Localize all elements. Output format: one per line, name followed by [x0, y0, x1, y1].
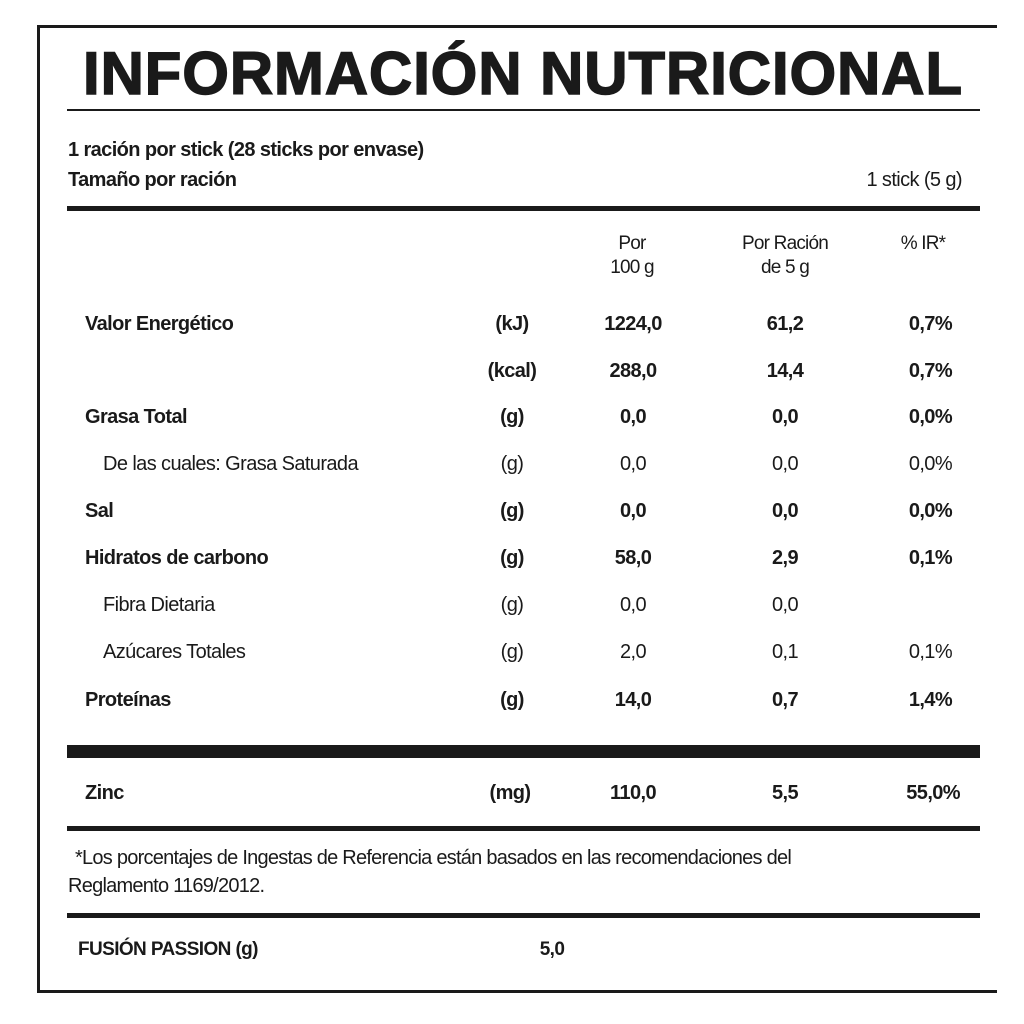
- ingredient-label: FUSIÓN PASSION (g): [78, 939, 259, 960]
- header-divider: [67, 206, 980, 211]
- label-border-bottom: [37, 990, 997, 993]
- zinc-label: Zinc: [85, 782, 124, 804]
- column-header-per100-line1: Por: [618, 233, 646, 254]
- nutrient-ir: 0,0%: [908, 500, 953, 522]
- column-header-ir: % IR*: [900, 233, 946, 254]
- nutrient-per100: 2,0: [619, 641, 647, 663]
- nutrient-unit: (g): [500, 500, 524, 522]
- nutrient-per-serving: 0,0: [771, 406, 799, 428]
- nutrient-label: Sal: [85, 500, 114, 522]
- column-header-per100: Por 100 g: [610, 232, 654, 280]
- nutrient-per-serving: 0,1: [771, 641, 799, 663]
- column-header-per100-line2: 100 g: [610, 257, 654, 278]
- nutrient-label: Proteínas: [85, 689, 171, 711]
- nutrient-unit: (g): [500, 594, 524, 616]
- zinc-unit: (mg): [489, 782, 532, 804]
- zinc-ir: 55,0%: [906, 782, 960, 804]
- nutrient-per100: 1224,0: [604, 313, 662, 335]
- nutrient-per100: 0,0: [619, 594, 647, 616]
- nutrient-ir: 0,1%: [908, 641, 953, 663]
- zinc-per100: 110,0: [610, 782, 657, 804]
- nutrient-ir: 0,7%: [908, 360, 953, 382]
- nutrient-per100: 288,0: [609, 360, 657, 382]
- nutrient-ir: 0,0%: [908, 453, 953, 475]
- serving-size-value: 1 stick (5 g): [866, 169, 962, 191]
- nutrient-per-serving: 0,0: [771, 594, 799, 616]
- nutrient-ir: 0,1%: [908, 547, 953, 569]
- nutrient-label: Fibra Dietaria: [103, 594, 215, 616]
- column-header-per-serving-line2: de 5 g: [760, 257, 810, 278]
- serving-size-label: Tamaño por ración: [68, 169, 237, 191]
- nutrient-unit: (kcal): [487, 360, 537, 382]
- nutrient-per-serving: 0,0: [771, 500, 799, 522]
- footnote-line1: *Los porcentajes de Ingestas de Referenc…: [75, 847, 792, 869]
- nutrient-per100: 0,0: [619, 406, 647, 428]
- nutrient-unit: (kJ): [495, 313, 529, 335]
- nutrient-per-serving: 0,0: [771, 453, 799, 475]
- title-divider: [67, 109, 980, 111]
- servings-per-container: 1 ración por stick (28 sticks por envase…: [68, 139, 424, 161]
- label-border-left: [37, 25, 40, 993]
- ingredient-value: 5,0: [539, 939, 565, 960]
- nutrient-label: Azúcares Totales: [103, 641, 246, 663]
- nutrient-ir: 1,4%: [908, 689, 953, 711]
- nutrient-per100: 0,0: [619, 453, 647, 475]
- label-title: INFORMACIÓN NUTRICIONAL: [82, 40, 963, 107]
- nutrient-unit: (g): [500, 689, 524, 711]
- nutrient-per100: 14,0: [614, 689, 652, 711]
- nutrient-per-serving: 14,4: [766, 360, 804, 382]
- nutrient-per100: 0,0: [619, 500, 647, 522]
- thick-divider: [67, 745, 980, 758]
- nutrient-per-serving: 0,7: [771, 689, 799, 711]
- nutrient-per100: 58,0: [614, 547, 652, 569]
- footnote-divider: [67, 913, 980, 918]
- nutrient-label: Grasa Total: [85, 406, 188, 428]
- column-header-per-serving: Por Ración de 5 g: [742, 232, 829, 280]
- nutrient-label: De las cuales: Grasa Saturada: [103, 453, 359, 475]
- label-border-top: [37, 25, 997, 28]
- nutrient-unit: (g): [500, 641, 524, 663]
- nutrient-ir: 0,7%: [908, 313, 953, 335]
- nutrient-unit: (g): [500, 406, 524, 428]
- nutrient-per-serving: 61,2: [766, 313, 804, 335]
- zinc-per-serving: 5,5: [771, 782, 799, 804]
- nutrient-per-serving: 2,9: [771, 547, 799, 569]
- zinc-divider: [67, 826, 980, 831]
- nutrient-ir: 0,0%: [908, 406, 953, 428]
- nutrient-unit: (g): [500, 547, 524, 569]
- nutrient-label: Hidratos de carbono: [85, 547, 269, 569]
- nutrient-unit: (g): [500, 453, 524, 475]
- footnote-line2: Reglamento 1169/2012.: [68, 875, 265, 897]
- nutrient-label: Valor Energético: [85, 313, 234, 335]
- column-header-per-serving-line1: Por Ración: [742, 233, 829, 254]
